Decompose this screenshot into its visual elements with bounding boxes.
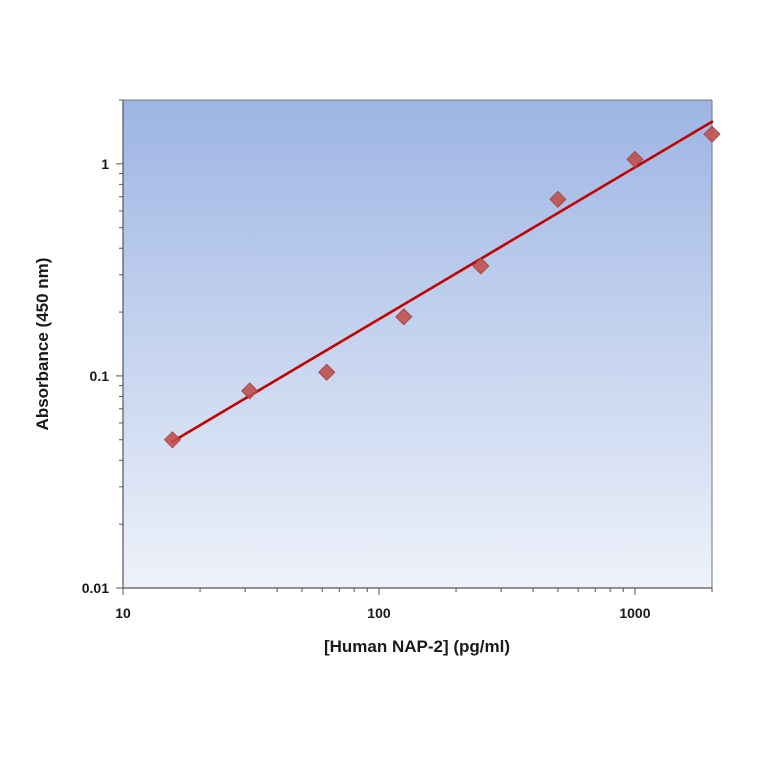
data-point <box>395 308 413 326</box>
y-tick-label: 0.1 <box>90 368 110 384</box>
data-point <box>318 363 336 381</box>
tick-labels: 0.01 0.1 1 10 100 1000 <box>82 156 651 621</box>
x-axis-title: [Human NAP-2] (pg/ml) <box>324 637 510 656</box>
data-point <box>241 382 259 400</box>
data-point <box>703 125 721 143</box>
axes <box>116 99 713 595</box>
x-tick-label: 1000 <box>619 605 650 621</box>
fit-line <box>171 120 714 443</box>
x-tick-label: 10 <box>115 605 131 621</box>
data-points <box>163 125 721 449</box>
data-point <box>472 257 490 275</box>
y-axis-title: Absorbance (450 nm) <box>33 258 52 431</box>
y-tick-label: 0.01 <box>82 580 109 596</box>
data-point <box>626 150 644 168</box>
x-tick-label: 100 <box>367 605 391 621</box>
fit-line-group <box>171 120 714 443</box>
data-point <box>549 190 567 208</box>
y-tick-label: 1 <box>101 156 109 172</box>
data-point <box>163 431 182 449</box>
